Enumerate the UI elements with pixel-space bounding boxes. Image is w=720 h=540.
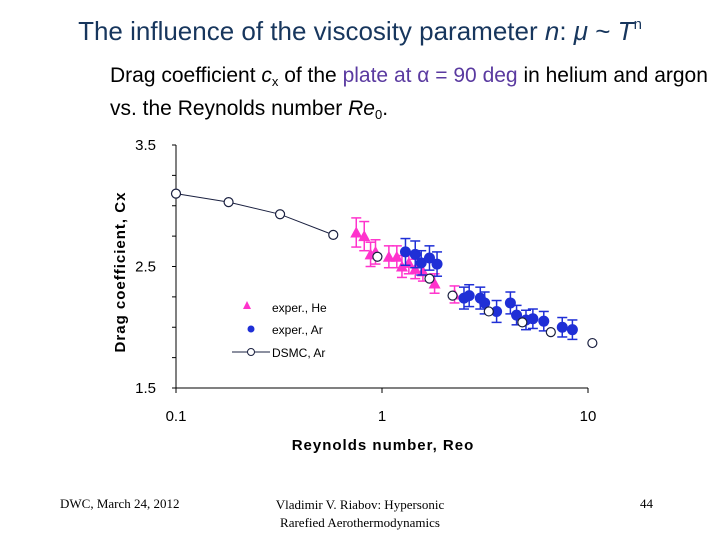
- legend-he-label: exper., He: [272, 301, 327, 315]
- title-text: The influence of the viscosity parameter: [78, 16, 545, 46]
- title-exponent: n: [633, 16, 642, 33]
- dsmc-point: [372, 251, 383, 262]
- subtitle-part3: in helium and argon vs. the Reynolds num…: [110, 64, 708, 120]
- dsmc-point: [483, 306, 494, 317]
- he-point: [358, 230, 371, 242]
- slide-subtitle: Drag coefficient cx of the plate at α = …: [110, 62, 710, 128]
- legend-he-marker: [243, 301, 251, 309]
- title-colon: :: [559, 16, 574, 46]
- dsmc-point: [545, 327, 556, 338]
- dsmc-point: [447, 290, 458, 301]
- ar-point: [566, 324, 578, 336]
- footer-author: Vladimir V. Riabov: Hypersonic Rarefied …: [250, 496, 470, 532]
- subtitle-cx: c: [261, 64, 272, 87]
- subtitle-highlight: plate at α = 90 deg: [342, 64, 518, 87]
- dsmc-point: [424, 273, 435, 284]
- y-axis-label: Drag coefficient, Cx: [112, 192, 129, 353]
- title-n: n: [544, 16, 560, 46]
- he-point: [350, 226, 363, 238]
- footer-author-line2: Rarefied Aerothermodynamics: [280, 515, 440, 530]
- dsmc-point: [223, 197, 234, 208]
- ar-point: [479, 297, 491, 309]
- ar-point: [556, 321, 568, 333]
- title-T: T: [617, 16, 634, 46]
- ar-point: [399, 246, 411, 258]
- ar-point: [538, 315, 550, 327]
- legend-dsmc-label: DSMC, Ar: [272, 346, 325, 360]
- footer-date: DWC, March 24, 2012: [60, 496, 180, 511]
- footer-author-line1: Vladimir V. Riabov: Hypersonic: [275, 497, 445, 512]
- dsmc-point: [587, 337, 598, 349]
- ar-point: [423, 252, 435, 264]
- he-point: [382, 250, 395, 262]
- plot-area: [176, 145, 588, 388]
- ar-point: [431, 258, 443, 270]
- chart-legend: exper., He exper., Ar DSMC, Ar: [232, 301, 327, 360]
- x-tick-label: 1: [378, 408, 386, 425]
- he-point: [416, 265, 429, 277]
- x-tick-label: 10: [580, 408, 597, 425]
- dsmc-point: [517, 317, 528, 328]
- legend-ar-label: exper., Ar: [272, 323, 323, 337]
- y-tick-label: 3.5: [135, 137, 156, 154]
- legend-dsmc-marker: [247, 348, 255, 356]
- subtitle-end: .: [382, 97, 389, 120]
- dsmc-point: [274, 209, 286, 220]
- ar-point: [415, 257, 427, 269]
- x-axis-label: Reynolds number, Reo: [292, 437, 475, 454]
- subtitle-part2: of the: [278, 64, 343, 87]
- ar-point: [504, 297, 516, 309]
- dsmc-point: [328, 229, 339, 241]
- x-tick-label: 0.1: [166, 408, 187, 425]
- subtitle-re-sub: 0: [374, 107, 383, 122]
- legend-ar-marker: [247, 325, 255, 333]
- he-point: [428, 277, 441, 289]
- dsmc-line: [175, 193, 334, 236]
- footer-page-number: 44: [640, 496, 653, 511]
- subtitle-cx-sub: x: [271, 74, 279, 89]
- chart-marks: [170, 188, 598, 349]
- title-tilde: ~: [588, 16, 618, 46]
- he-point: [390, 250, 403, 262]
- ar-point: [527, 313, 539, 325]
- subtitle-part1: Drag coefficient: [110, 64, 262, 87]
- ar-point: [463, 290, 475, 302]
- y-tick-label: 2.5: [135, 259, 156, 276]
- slide-title: The influence of the viscosity parameter…: [0, 16, 720, 47]
- ar-point: [511, 309, 523, 321]
- ar-point: [491, 305, 503, 317]
- chart-axes: 1.5 2.5 3.5 0.1 1 10: [135, 137, 596, 425]
- dsmc-point: [170, 188, 182, 199]
- y-tick-label: 1.5: [135, 380, 156, 397]
- ar-point: [409, 248, 421, 260]
- title-mu: μ: [573, 16, 589, 46]
- subtitle-re: Re: [348, 97, 375, 120]
